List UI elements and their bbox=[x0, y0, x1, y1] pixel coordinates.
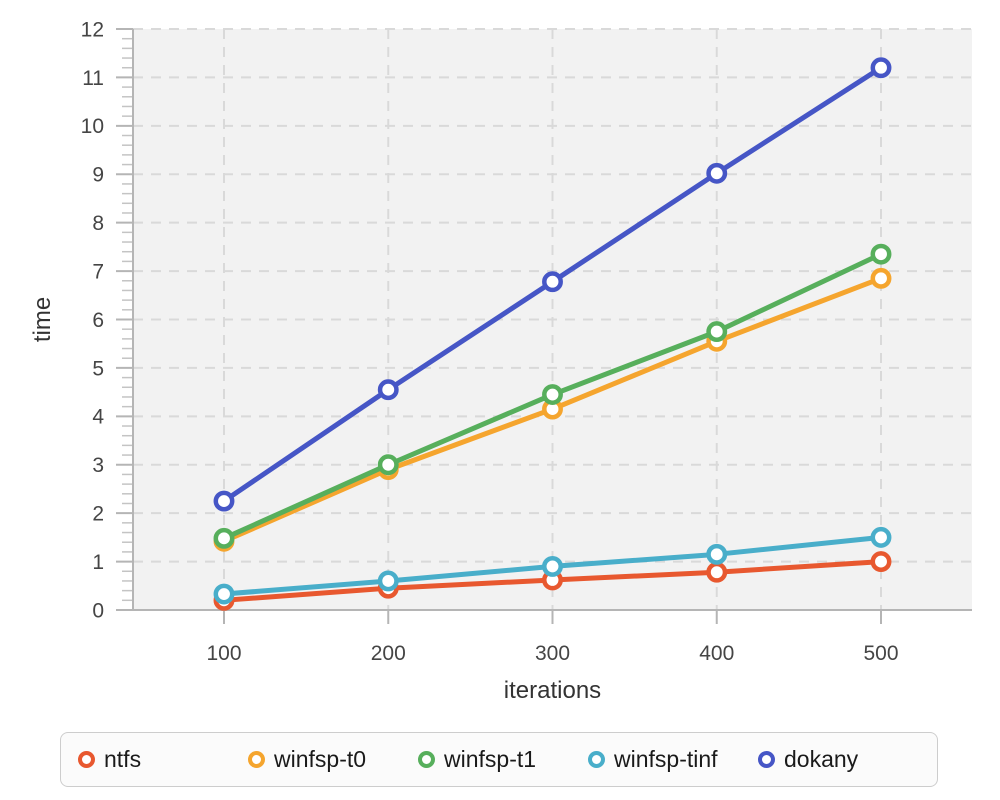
series-marker-winfsp-tinf bbox=[377, 570, 399, 592]
y-tick-label: 4 bbox=[92, 406, 104, 429]
legend-item-ntfs: ntfs bbox=[78, 746, 248, 773]
series-marker-winfsp-t1 bbox=[706, 321, 728, 343]
series-marker-ntfs bbox=[870, 551, 892, 573]
y-tick-label: 10 bbox=[81, 115, 104, 138]
legend-ring-icon bbox=[758, 751, 775, 768]
legend-ring-icon bbox=[248, 751, 265, 768]
y-tick-label: 6 bbox=[92, 309, 104, 332]
y-tick-label: 12 bbox=[81, 18, 104, 41]
legend-label-dokany: dokany bbox=[784, 746, 859, 772]
series-marker-winfsp-t1 bbox=[542, 384, 563, 405]
x-tick-label: 100 bbox=[206, 642, 241, 665]
legend-item-winfsp-t0: winfsp-t0 bbox=[248, 746, 418, 773]
series-marker-dokany bbox=[213, 490, 235, 512]
series-marker-winfsp-tinf bbox=[870, 526, 892, 548]
y-tick-label: 7 bbox=[92, 260, 104, 283]
y-tick-label: 2 bbox=[92, 503, 104, 526]
x-axis-title: iterations bbox=[504, 677, 601, 704]
series-marker-winfsp-t1 bbox=[870, 243, 892, 265]
y-tick-label: 11 bbox=[82, 67, 104, 90]
x-tick-label: 500 bbox=[863, 642, 898, 665]
series-marker-dokany bbox=[870, 57, 892, 79]
legend-label-winfsp-t1: winfsp-t1 bbox=[444, 746, 537, 772]
series-marker-winfsp-tinf bbox=[542, 555, 563, 577]
legend-ring-icon bbox=[78, 751, 95, 768]
series-marker-winfsp-t1 bbox=[377, 454, 399, 476]
chart-legend: ntfs winfsp-t0 winfsp-t1 winfsp-tinf dokany bbox=[60, 732, 938, 787]
series-marker-dokany bbox=[377, 379, 399, 401]
series-marker-dokany bbox=[542, 271, 563, 293]
y-tick-label: 9 bbox=[92, 164, 104, 187]
x-tick-label: 200 bbox=[371, 642, 406, 665]
y-tick-label: 8 bbox=[92, 212, 104, 235]
legend-item-winfsp-tinf: winfsp-tinf bbox=[588, 746, 758, 773]
y-tick-label: 1 bbox=[92, 551, 104, 574]
y-tick-label: 0 bbox=[92, 599, 104, 622]
series-marker-ntfs bbox=[706, 561, 728, 583]
y-axis-title: time bbox=[29, 297, 56, 342]
x-tick-label: 400 bbox=[699, 642, 734, 665]
legend-label-ntfs: ntfs bbox=[104, 746, 142, 772]
y-tick-label: 3 bbox=[92, 454, 104, 477]
legend-item-winfsp-t1: winfsp-t1 bbox=[418, 746, 588, 773]
legend-ring-icon bbox=[418, 751, 435, 768]
legend-label-winfsp-t0: winfsp-t0 bbox=[274, 746, 367, 772]
series-marker-winfsp-t0 bbox=[870, 267, 892, 289]
series-marker-winfsp-t1 bbox=[213, 527, 235, 549]
legend-item-dokany: dokany bbox=[758, 746, 928, 773]
legend-label-winfsp-tinf: winfsp-tinf bbox=[614, 746, 718, 772]
series-marker-winfsp-tinf bbox=[706, 543, 728, 565]
x-tick-label: 300 bbox=[535, 642, 570, 665]
series-marker-winfsp-tinf bbox=[213, 583, 235, 605]
y-tick-label: 5 bbox=[92, 357, 104, 380]
legend-ring-icon bbox=[588, 751, 605, 768]
series-marker-dokany bbox=[706, 162, 728, 184]
